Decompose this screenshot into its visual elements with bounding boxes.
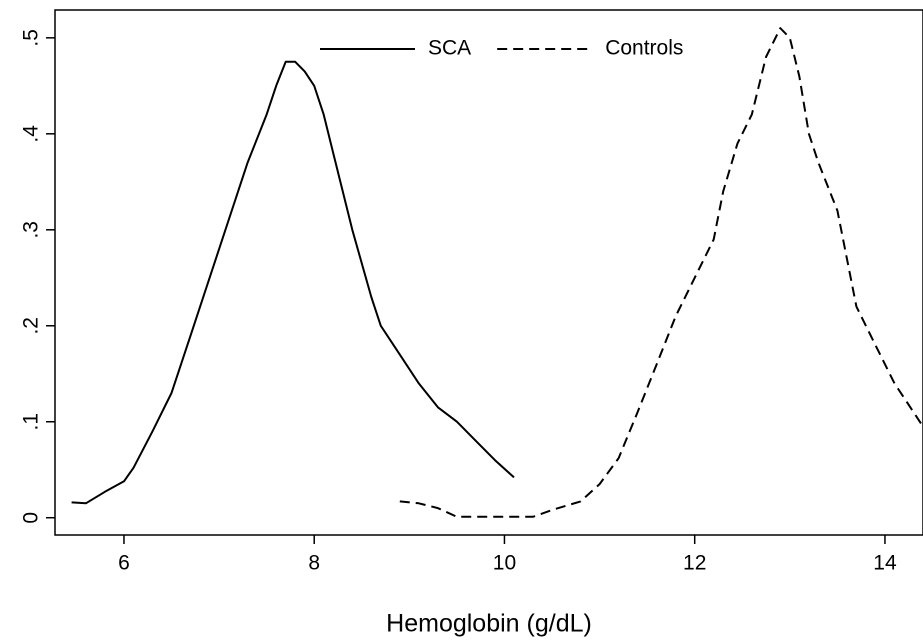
- plot-area: [71, 27, 923, 518]
- density-line: [71, 60, 515, 505]
- x-tick-label: 8: [308, 552, 320, 575]
- y-tick-label: 0: [20, 512, 43, 524]
- density-line: [399, 27, 923, 518]
- y-tick-label: .4: [20, 125, 43, 143]
- y-tick-label: .3: [20, 221, 43, 239]
- y-tick-label: .2: [20, 317, 43, 335]
- legend-label: SCA: [428, 37, 471, 60]
- y-tick-label: .1: [20, 413, 43, 431]
- x-tick-label: 6: [118, 552, 130, 575]
- x-axis-title: Hemoglobin (g/dL): [386, 610, 592, 638]
- y-tick-label: .5: [20, 29, 43, 47]
- x-tick-label: 12: [683, 552, 706, 575]
- x-tick-label: 14: [873, 552, 897, 575]
- plot-frame: [54, 9, 923, 536]
- x-tick-label: 10: [493, 552, 516, 575]
- legend-label: Controls: [605, 37, 683, 60]
